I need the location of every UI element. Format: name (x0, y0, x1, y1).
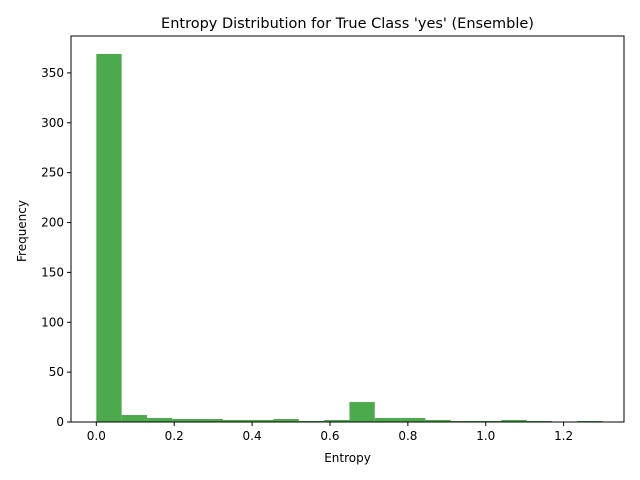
x-tick-label: 0.2 (165, 429, 184, 443)
histogram-bar-6 (248, 420, 274, 422)
x-tick-label: 0.6 (320, 429, 339, 443)
x-tick-label: 0.4 (243, 429, 262, 443)
y-axis-label: Frequency (15, 200, 29, 262)
histogram-bar-5 (222, 420, 249, 422)
histogram-bar-13 (425, 420, 451, 422)
chart-title: Entropy Distribution for True Class 'yes… (161, 16, 534, 32)
x-tick-label: 1.0 (476, 429, 495, 443)
y-tick-label: 100 (41, 315, 64, 329)
x-tick-label: 0.8 (398, 429, 417, 443)
x-axis-label: Entropy (324, 451, 371, 465)
histogram-bar-10 (349, 402, 375, 422)
y-tick-label: 300 (41, 116, 64, 130)
histogram-bar-16 (501, 420, 527, 422)
histogram-bar-4 (197, 419, 223, 422)
histogram-bar-3 (172, 419, 198, 422)
histogram-bar-2 (146, 418, 173, 422)
histogram-bar-7 (273, 419, 299, 422)
histogram-bar-1 (121, 415, 147, 422)
x-tick-label: 0.0 (87, 429, 106, 443)
y-tick-label: 200 (41, 216, 64, 230)
x-axis-ticks: 0.0 0.2 0.4 0.6 0.8 1.0 1.2 (87, 422, 573, 443)
y-axis-ticks: 0 50 100 150 200 250 300 350 (41, 66, 71, 429)
y-tick-label: 250 (41, 166, 64, 180)
y-tick-label: 350 (41, 66, 64, 80)
plot-frame (70, 35, 625, 423)
histogram-bar-9 (324, 420, 350, 422)
histogram-bar-0 (96, 53, 122, 422)
histogram-bar-11 (374, 418, 401, 422)
y-tick-label: 50 (49, 365, 64, 379)
y-tick-label: 150 (41, 265, 64, 279)
y-tick-label: 0 (56, 415, 64, 429)
histogram-bars (96, 53, 603, 422)
histogram-bar-12 (400, 418, 426, 422)
x-tick-label: 1.2 (554, 429, 573, 443)
